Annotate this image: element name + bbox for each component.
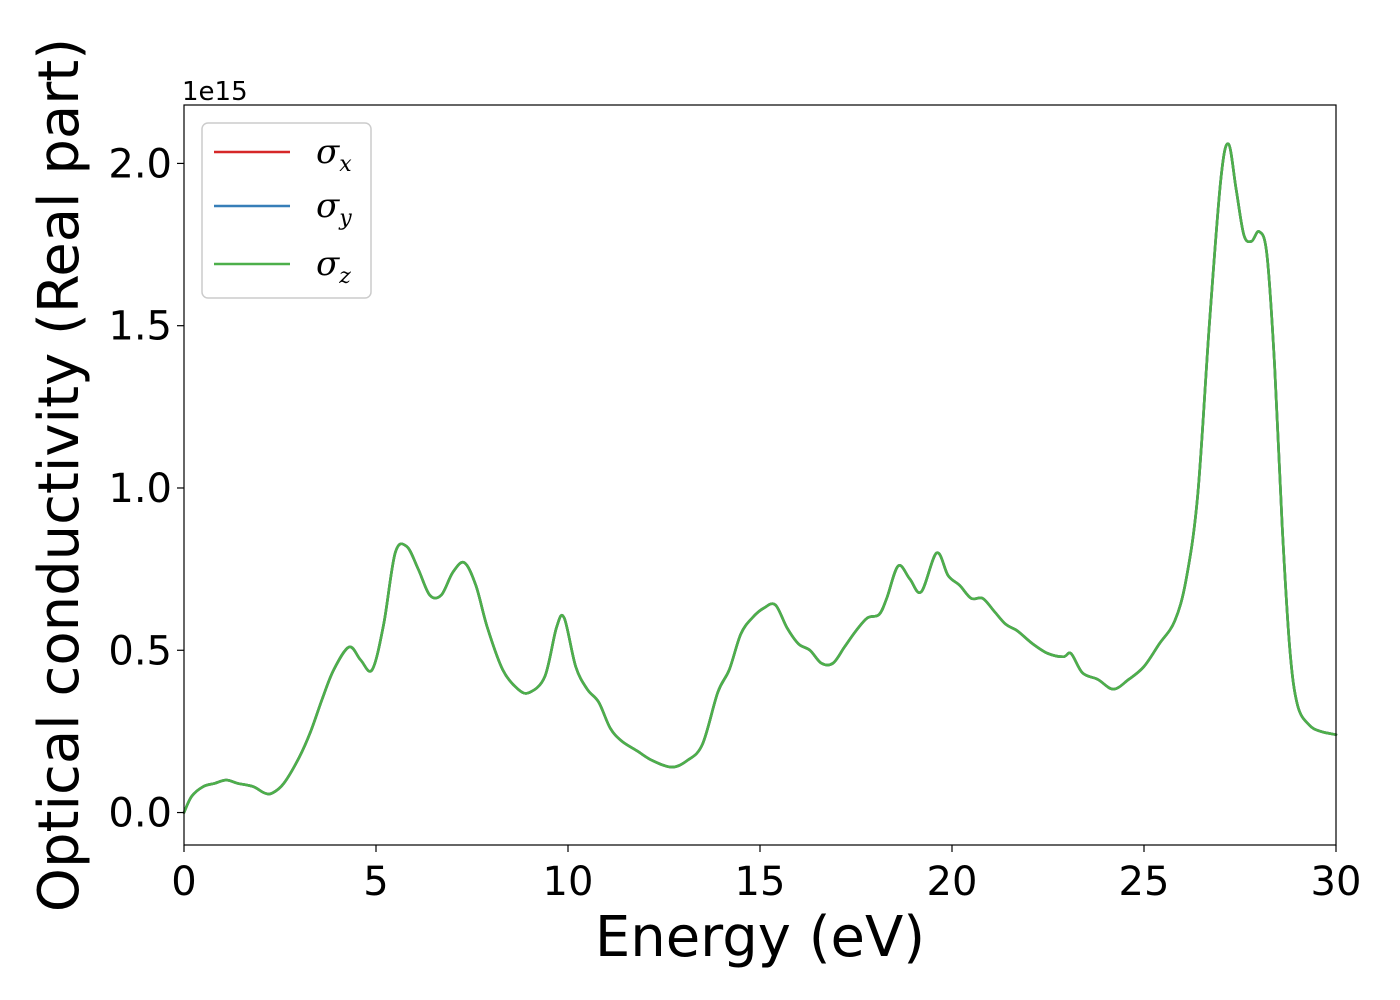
x-axis-ticks: 0 5 10 15 20 25 30 <box>171 845 1361 905</box>
x-tick-label: 5 <box>363 859 388 905</box>
y-tick-label: 2.0 <box>108 141 172 187</box>
y-tick-label: 1.0 <box>108 466 172 512</box>
x-tick-label: 30 <box>1311 859 1362 905</box>
y-axis-ticks: 0.0 0.5 1.0 1.5 2.0 <box>108 141 184 837</box>
x-tick-label: 25 <box>1119 859 1170 905</box>
y-tick-label: 1.5 <box>108 304 172 350</box>
y-tick-label: 0.0 <box>108 791 172 837</box>
series-layer <box>182 142 1338 814</box>
y-offset-label: 1e15 <box>182 77 248 107</box>
x-tick-label: 0 <box>171 859 196 905</box>
x-tick-label: 10 <box>543 859 594 905</box>
y-axis-label: Optical conductivity (Real part) <box>27 38 92 912</box>
series-line-sigma-z <box>182 142 1338 814</box>
x-tick-label: 15 <box>735 859 786 905</box>
plot-background <box>184 105 1336 845</box>
legend-label: σy <box>316 186 352 231</box>
legend: σx σy σz <box>201 122 372 299</box>
legend-label: σz <box>316 244 351 289</box>
legend-label: σx <box>316 132 352 177</box>
y-tick-label: 0.5 <box>108 628 172 674</box>
legend-frame <box>201 122 372 299</box>
x-tick-label: 20 <box>927 859 978 905</box>
x-axis-label: Energy (eV) <box>595 905 925 970</box>
